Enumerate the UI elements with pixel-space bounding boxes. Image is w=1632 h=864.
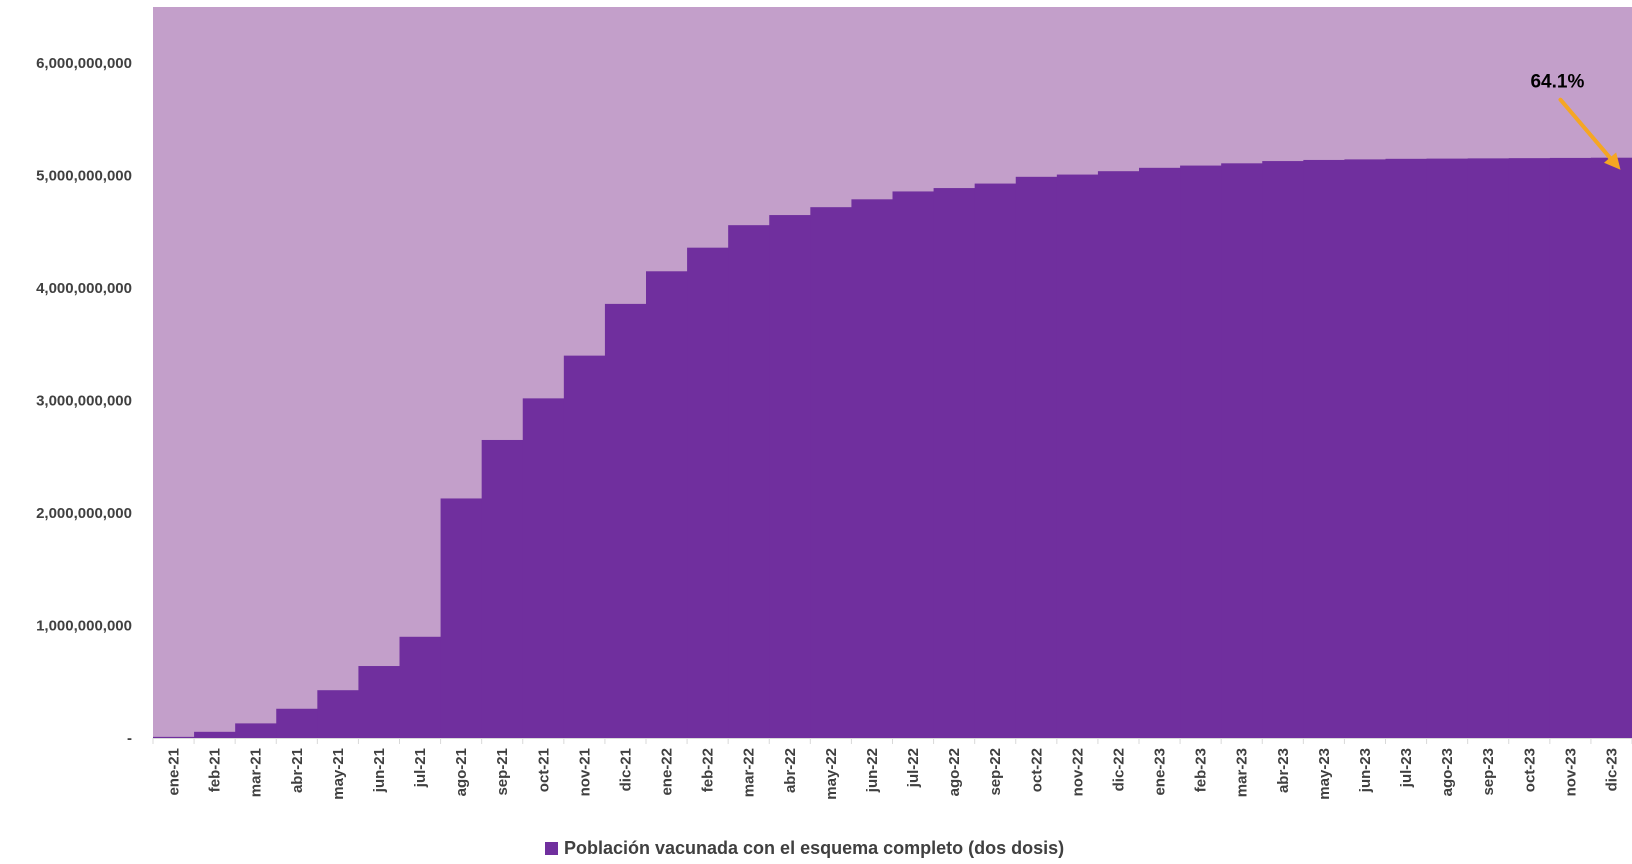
x-tick-label: jun-22 xyxy=(864,748,881,793)
y-tick-label: 1,000,000,000 xyxy=(36,618,132,635)
x-tick-label: mar-22 xyxy=(741,748,758,797)
x-tick-label: nov-23 xyxy=(1562,748,1579,796)
data-step-mar-23 xyxy=(1221,163,1263,738)
x-tick-label: jun-21 xyxy=(371,748,388,793)
data-step-jul-22 xyxy=(892,191,935,739)
data-step-jun-22 xyxy=(851,199,894,739)
y-tick-label: 2,000,000,000 xyxy=(36,505,132,522)
data-step-may-22 xyxy=(810,207,853,739)
x-tick-label: jun-23 xyxy=(1357,748,1374,793)
data-step-sep-23 xyxy=(1467,158,1510,738)
x-tick-label: ago-21 xyxy=(453,748,470,796)
data-step-jul-21 xyxy=(399,636,442,738)
data-step-dic-22 xyxy=(1097,171,1140,738)
y-tick-label: 6,000,000,000 xyxy=(36,55,132,72)
annotation-label: 64.1% xyxy=(1530,72,1584,93)
x-tick-label: nov-21 xyxy=(576,748,593,796)
x-tick-label: may-21 xyxy=(330,748,347,800)
data-step-sep-21 xyxy=(481,439,524,738)
data-step-feb-23 xyxy=(1180,165,1222,738)
x-tick-label: ago-23 xyxy=(1439,748,1456,796)
x-tick-label: abr-21 xyxy=(289,748,306,793)
x-tick-label: dic-23 xyxy=(1603,748,1620,791)
data-step-ene-23 xyxy=(1139,167,1181,738)
annotation-arrow-head xyxy=(1604,152,1621,170)
x-tick-label: oct-22 xyxy=(1028,748,1045,792)
y-tick-label: 4,000,000,000 xyxy=(36,280,132,297)
y-tick-label: 3,000,000,000 xyxy=(36,393,132,410)
x-tick-label: jul-22 xyxy=(905,748,922,788)
data-step-ago-21 xyxy=(440,498,483,738)
data-step-ene-22 xyxy=(646,271,688,738)
data-step-dic-21 xyxy=(604,303,647,738)
x-tick-label: may-23 xyxy=(1316,748,1333,800)
data-step-mar-21 xyxy=(235,723,277,738)
data-step-nov-23 xyxy=(1549,157,1592,738)
x-tick-label: feb-21 xyxy=(207,748,224,792)
data-step-abr-23 xyxy=(1262,161,1304,738)
data-step-ago-23 xyxy=(1426,158,1469,739)
x-tick-label: oct-23 xyxy=(1521,748,1538,792)
x-tick-label: nov-22 xyxy=(1069,748,1086,796)
data-step-may-21 xyxy=(317,690,360,738)
legend-swatch xyxy=(545,841,558,855)
chart-legend: Población vacunada con el esquema comple… xyxy=(545,836,1064,860)
x-tick-label: feb-23 xyxy=(1193,748,1210,792)
y-tick-label: 5,000,000,000 xyxy=(36,168,132,185)
annotation-arrow-shaft xyxy=(1558,97,1615,163)
x-tick-label: may-22 xyxy=(823,748,840,800)
x-tick-label: mar-23 xyxy=(1234,748,1251,797)
legend-label: Población vacunada con el esquema comple… xyxy=(564,837,1065,858)
x-tick-label: dic-22 xyxy=(1110,748,1127,791)
data-step-oct-21 xyxy=(522,398,565,738)
data-step-feb-21 xyxy=(194,731,236,738)
x-tick-label: jul-21 xyxy=(412,748,429,788)
data-step-jul-23 xyxy=(1385,158,1428,739)
x-tick-label: feb-22 xyxy=(700,748,717,792)
data-step-abr-21 xyxy=(276,708,318,738)
y-tick-label: - xyxy=(127,730,132,747)
x-tick-label: sep-23 xyxy=(1480,748,1497,796)
x-tick-label: sep-21 xyxy=(494,748,511,796)
x-tick-label: ene-22 xyxy=(659,748,676,796)
data-step-feb-22 xyxy=(687,247,729,738)
x-tick-label: abr-22 xyxy=(782,748,799,793)
data-step-nov-22 xyxy=(1056,174,1099,738)
data-step-sep-22 xyxy=(974,183,1017,738)
x-tick-label: abr-23 xyxy=(1275,748,1292,793)
x-tick-label: mar-21 xyxy=(248,748,265,797)
data-step-dic-23 xyxy=(1590,157,1632,738)
x-tick-label: ene-21 xyxy=(166,748,183,796)
data-step-oct-22 xyxy=(1015,176,1058,739)
data-step-ene-21 xyxy=(153,736,195,738)
x-tick-label: ene-23 xyxy=(1152,748,1169,796)
data-step-mar-22 xyxy=(728,225,770,738)
x-tick-label: dic-21 xyxy=(617,748,634,791)
data-step-oct-23 xyxy=(1508,158,1551,738)
x-tick-label: sep-22 xyxy=(987,748,1004,796)
x-tick-label: ago-22 xyxy=(946,748,963,796)
x-tick-label: oct-21 xyxy=(535,748,552,792)
data-step-ago-22 xyxy=(933,188,976,738)
data-step-jun-23 xyxy=(1344,159,1387,739)
data-step-abr-22 xyxy=(769,215,811,739)
data-step-may-23 xyxy=(1303,159,1346,738)
data-step-nov-21 xyxy=(563,355,606,738)
data-step-jun-21 xyxy=(358,666,401,738)
x-tick-label: jul-23 xyxy=(1398,748,1415,788)
